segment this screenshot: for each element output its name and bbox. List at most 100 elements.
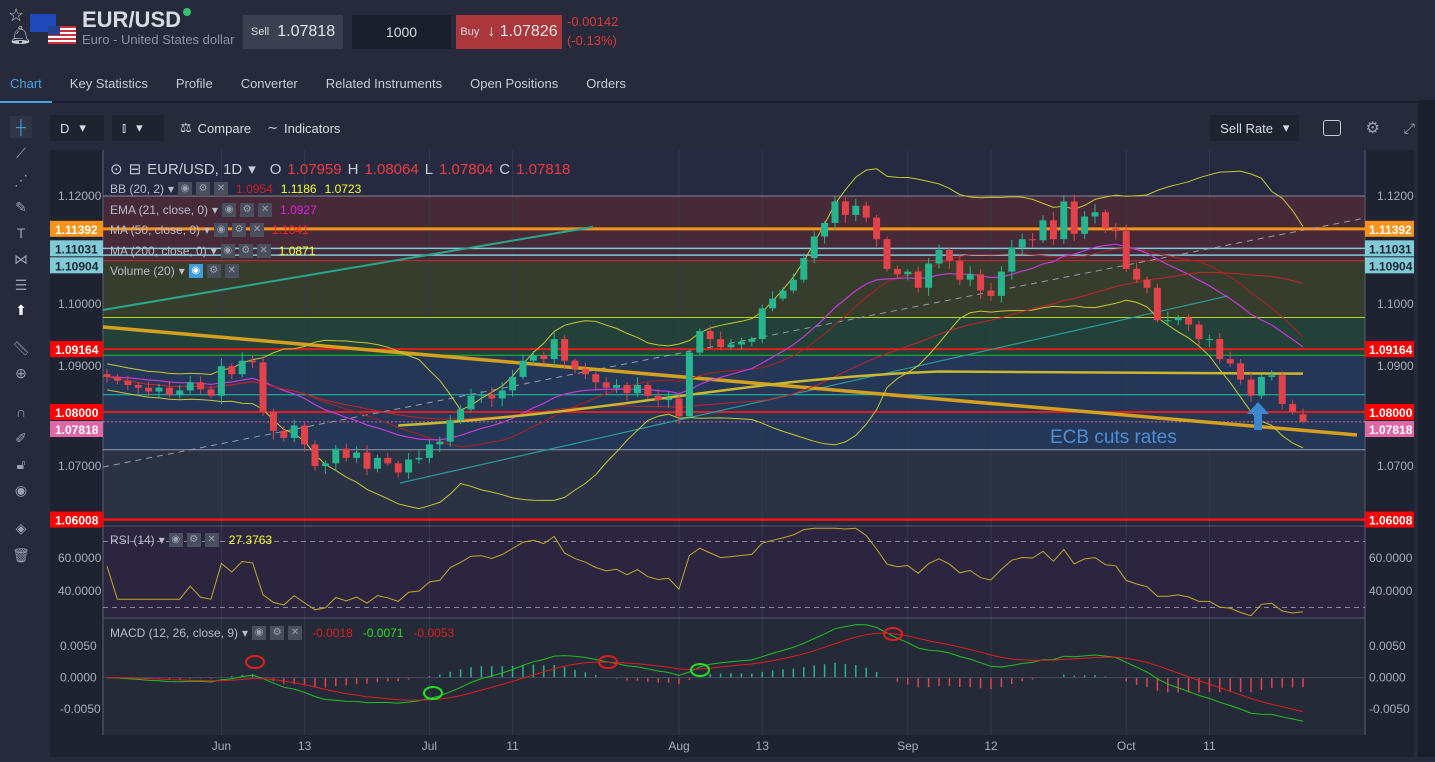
tab-profile[interactable]: Profile — [175, 76, 213, 91]
gear-icon[interactable]: ⚙ — [238, 244, 253, 258]
chart-area[interactable]: 1.12000 1.12000 1.11392 1.11392 1.11031 1.110… — [50, 150, 1421, 757]
pitchfork-icon[interactable]: ⋰ — [14, 172, 28, 188]
volume-name[interactable]: Volume (20) — [110, 264, 175, 278]
candle-body — [602, 382, 610, 388]
buy-button[interactable]: Buy ↓ 1.07826 — [456, 15, 562, 49]
unlock-icon[interactable]: 🔓︎ — [16, 456, 26, 472]
ma200-name[interactable]: MA (200, close, 0) — [110, 244, 207, 258]
eye-icon[interactable]: ◉ — [252, 626, 267, 640]
candle-body — [758, 308, 766, 340]
magnet-icon[interactable]: ∩ — [15, 404, 27, 420]
eye-icon[interactable]: ◉ — [188, 264, 203, 278]
candle-body — [1081, 216, 1089, 234]
chart-type-select[interactable]: ⫾ ▾ — [112, 115, 164, 141]
tab-related-instruments[interactable]: Related Instruments — [325, 76, 443, 91]
text-icon[interactable]: T — [16, 225, 26, 241]
compare-button[interactable]: ⚖ Compare — [180, 120, 251, 136]
ruler-icon[interactable]: 📏︎ — [12, 340, 30, 356]
tab-chart[interactable]: Chart — [0, 68, 52, 103]
eye-icon[interactable]: ◉ — [178, 182, 193, 196]
tab-open-positions[interactable]: Open Positions — [470, 76, 559, 91]
eye-icon[interactable]: ◉ — [220, 244, 235, 258]
macd-axis-label: -0.0050 — [60, 702, 101, 716]
trend-line-icon[interactable]: ⟋ — [16, 145, 26, 161]
price-tag-left — [50, 421, 103, 437]
crosshair-icon[interactable]: ┼ — [10, 116, 32, 138]
gear-icon[interactable]: ⚙ — [196, 182, 211, 196]
candle-body — [436, 441, 444, 445]
gear-icon[interactable]: ⚙ — [206, 264, 221, 278]
candle-body — [966, 274, 974, 280]
candle-body — [259, 362, 267, 412]
star-icon[interactable]: ☆ — [8, 5, 25, 25]
candle-body — [945, 250, 953, 261]
minimize-icon[interactable]: ⊟ — [128, 161, 142, 178]
quantity-input[interactable]: 1000 — [352, 15, 451, 49]
bell-icon[interactable]: 🔔︎ — [9, 25, 32, 45]
rate-select[interactable]: Sell Rate ▾ — [1210, 115, 1300, 141]
zoom-in-icon[interactable]: ⊕ — [15, 365, 27, 381]
gear-icon[interactable]: ⚙ — [232, 223, 247, 237]
rsi-name[interactable]: RSI (14) — [110, 533, 155, 547]
candle-body — [665, 398, 673, 401]
tab-converter[interactable]: Converter — [240, 76, 298, 91]
screenshot-icon[interactable] — [1323, 120, 1342, 136]
eye-icon[interactable]: ◉ — [14, 482, 28, 498]
rsi-line — [106, 527, 1304, 617]
crossover-circle-annotation — [883, 627, 903, 641]
tab-orders[interactable]: Orders — [586, 76, 627, 91]
settings-gear-icon[interactable]: ⚙ — [1365, 120, 1380, 137]
eye-icon[interactable]: ◉ — [222, 203, 237, 217]
arrow-up-icon[interactable]: ⬆ — [15, 302, 27, 318]
close-icon[interactable]: ✕ — [214, 182, 229, 196]
close-icon[interactable]: ✕ — [250, 223, 265, 237]
buy-price-value: 1.07826 — [499, 23, 558, 40]
chevron-down-icon[interactable]: ▾ — [248, 161, 256, 178]
legend-symbol[interactable]: EUR/USD, 1D — [147, 160, 243, 178]
close-icon[interactable]: ✕ — [258, 203, 273, 217]
ma50-name[interactable]: MA (50, close, 0) — [110, 223, 201, 237]
eye-icon[interactable]: ◉ — [168, 533, 183, 547]
eye-icon[interactable]: ◉ — [214, 223, 229, 237]
price-tag-left — [50, 511, 103, 528]
price-zone-band — [103, 260, 1365, 318]
close-icon[interactable]: ✕ — [288, 626, 303, 640]
macd-name[interactable]: MACD (12, 26, close, 9) — [110, 626, 239, 640]
close-icon[interactable]: ✕ — [204, 533, 219, 547]
collapse-icon[interactable]: ⊙ — [110, 161, 123, 178]
time-axis-label: Jun — [212, 739, 231, 753]
page-scrollbar[interactable] — [1418, 100, 1435, 757]
fib-icon[interactable]: ☰ — [14, 277, 28, 293]
trash-icon[interactable]: 🗑︎ — [12, 547, 30, 563]
gear-icon[interactable]: ⚙ — [240, 203, 255, 217]
candle-body — [613, 385, 621, 388]
candle-body — [488, 394, 496, 399]
macd-axis-label: 0.0050 — [1369, 639, 1406, 653]
candle-body — [685, 352, 693, 417]
tab-key-statistics[interactable]: Key Statistics — [69, 76, 148, 91]
brush-icon[interactable]: ✎ — [15, 199, 27, 215]
candle-body — [914, 271, 922, 288]
fullscreen-icon[interactable]: ⤢ — [1403, 119, 1415, 136]
macd-axis-label: 0.0000 — [1369, 671, 1406, 685]
close-icon[interactable]: ✕ — [224, 264, 239, 278]
annotation-ecb-cuts-rates[interactable]: ECB cuts rates — [1050, 427, 1177, 448]
volume-legend: Volume (20) ▾ ◉ ⚙ ✕ — [110, 264, 239, 278]
bb-name[interactable]: BB (20, 2) — [110, 182, 165, 196]
price-chart-svg[interactable]: 1.12000 1.12000 1.11392 1.11392 1.11031 1.110… — [50, 150, 1421, 757]
ohlc-legend: ⊙ ⊟ EUR/USD, 1D ▾ O 1.07959 H 1.08064 L 1.078… — [110, 160, 571, 179]
compare-icon: ⚖ — [180, 120, 192, 135]
candle-body — [384, 457, 392, 464]
close-value: 1.07818 — [516, 160, 571, 178]
lock-drawing-icon[interactable]: ✐ — [15, 430, 27, 446]
indicators-button[interactable]: ∼ Indicators — [267, 120, 340, 136]
gear-icon[interactable]: ⚙ — [186, 533, 201, 547]
sell-button[interactable]: Sell 1.07818 — [243, 15, 343, 49]
ema-name[interactable]: EMA (21, close, 0) — [110, 203, 209, 217]
candle-body — [1237, 363, 1245, 380]
layers-icon[interactable]: ◈ — [15, 520, 27, 536]
pattern-icon[interactable]: ⋈ — [14, 251, 28, 267]
close-icon[interactable]: ✕ — [256, 244, 271, 258]
gear-icon[interactable]: ⚙ — [270, 626, 285, 640]
interval-select[interactable]: D ▾ — [50, 115, 104, 141]
